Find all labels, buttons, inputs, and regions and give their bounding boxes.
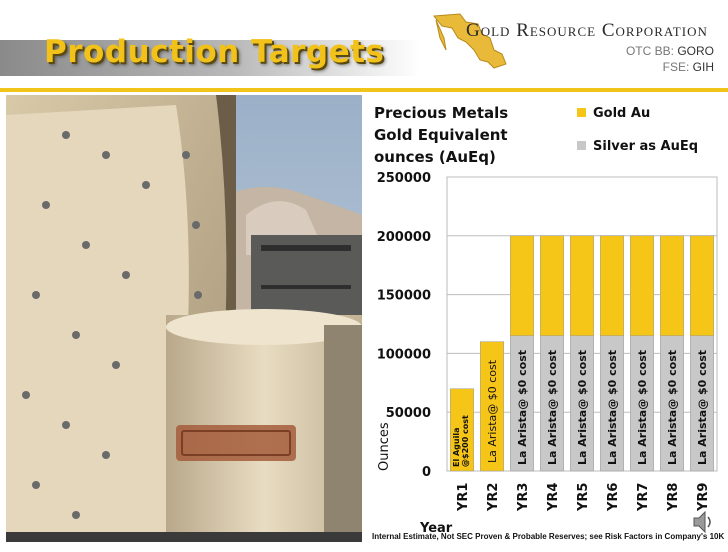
ticker-exchange: OTC BB: [625, 44, 674, 58]
x-tick-label: YR1 [456, 483, 471, 512]
speaker-icon[interactable] [692, 508, 714, 536]
footnote: Internal Estimate, Not SEC Proven & Prob… [372, 532, 725, 541]
bar-label: La Arista@ $0 cost [486, 359, 499, 463]
ticker-symbol: GORO [677, 44, 714, 58]
legend-entry: Gold Au [593, 106, 650, 121]
bar-yr7 [630, 235, 654, 337]
ticker-exchange: FSE: [662, 60, 690, 74]
legend-swatch [577, 141, 586, 150]
slide-title: Production Targets [44, 34, 385, 70]
bar-yr2 [480, 341, 504, 472]
y-axis-ticks: 0 50000 100000 150000 200000 250000 [377, 171, 431, 480]
bar-label: El Aguila [452, 428, 461, 468]
ticker-otc: OTC BB: GORO [626, 44, 714, 58]
x-tick-label: YR6 [606, 483, 621, 512]
legend-entry: Silver as AuEq [593, 139, 698, 154]
chart-title-line: Precious Metals [374, 104, 508, 122]
chart-title: Precious Metals Gold Equivalent ounces (Au… [374, 104, 508, 166]
bar-label: La Arista@ $0 cost [576, 350, 589, 465]
axis-labels: Ounces Year [377, 422, 453, 536]
bar-yr5 [570, 235, 594, 337]
y-axis-label: Ounces [377, 422, 392, 471]
x-tick-label: YR7 [636, 483, 651, 512]
x-tick-label: YR2 [486, 483, 501, 512]
header-rule [0, 88, 728, 92]
ticker-symbol: GIH [692, 60, 714, 74]
ball-mill-photo [6, 95, 362, 542]
company-logo-icon [433, 13, 507, 69]
bar-yr6 [600, 235, 624, 337]
bar-label: @$200 cost [461, 415, 470, 467]
x-tick-label: YR4 [546, 483, 561, 512]
y-tick-label: 200000 [377, 230, 431, 245]
bar-labels: El Aguila @$200 cost La Arista@ $0 cost La … [452, 350, 709, 467]
production-chart: Precious Metals Gold Equivalent ounces (Au… [374, 104, 718, 536]
title-band [0, 40, 420, 76]
chart-bars [450, 235, 714, 472]
company-name-text: Gold Resource Corporation [466, 20, 708, 41]
x-tick-label: YR9 [696, 483, 711, 512]
bar-label: La Arista@ $0 cost [666, 350, 679, 465]
y-tick-label: 250000 [377, 171, 431, 186]
x-axis-ticks: YR1 YR2 YR3 YR4 YR5 YR6 YR7 YR8 YR9 [456, 483, 711, 512]
bar-label: La Arista@ $0 cost [516, 350, 529, 465]
y-tick-label: 0 [422, 465, 431, 480]
chart-title-line: ounces (AuEq) [374, 148, 496, 166]
bar-label: La Arista@ $0 cost [636, 350, 649, 465]
y-tick-label: 50000 [386, 406, 431, 421]
x-axis-label: Year [419, 521, 453, 536]
x-tick-label: YR8 [666, 483, 681, 512]
bar-label: La Arista@ $0 cost [606, 350, 619, 465]
company-name: Gold Resource Corporation [466, 20, 708, 42]
x-tick-label: YR3 [516, 483, 531, 512]
bar-label: La Arista@ $0 cost [696, 350, 709, 465]
legend-swatch [577, 108, 586, 117]
chart-legend: Gold Au Silver as AuEq [577, 106, 698, 154]
chart-title-line: Gold Equivalent [374, 126, 508, 144]
y-tick-label: 100000 [377, 347, 431, 362]
bar-label: La Arista@ $0 cost [546, 350, 559, 465]
bar-yr4 [540, 235, 564, 337]
bar-yr1 [450, 388, 474, 472]
bar-yr3 [510, 235, 534, 337]
bar-yr8 [660, 235, 684, 337]
bar-yr9 [690, 235, 714, 337]
x-tick-label: YR5 [576, 483, 591, 512]
y-tick-label: 150000 [377, 289, 431, 304]
ticker-fse: FSE: GIH [663, 60, 714, 74]
